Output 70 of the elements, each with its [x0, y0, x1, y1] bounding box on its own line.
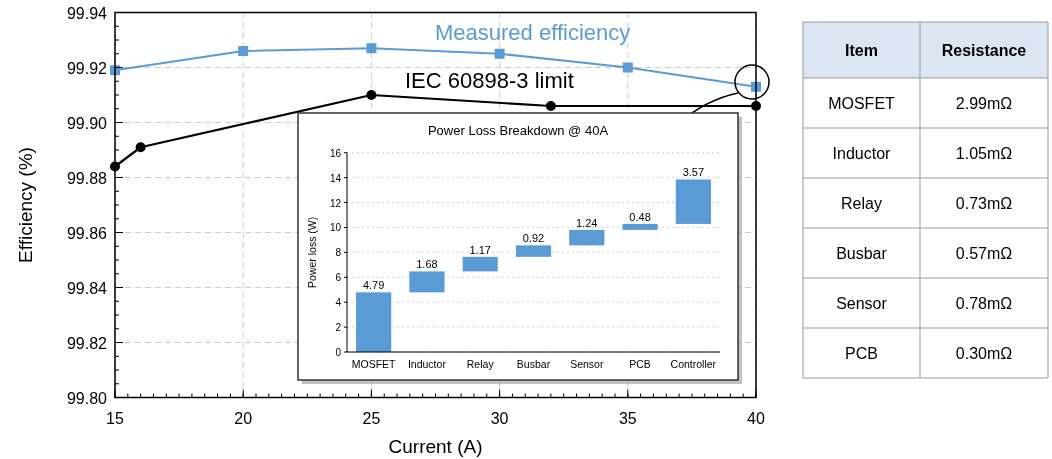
category-label: Sensor	[836, 295, 888, 312]
category-label: MOSFET	[828, 95, 896, 112]
y-tick-label: 10	[329, 222, 342, 234]
y-axis-title: Power loss (W)	[306, 216, 318, 288]
x-tick-label: 35	[618, 409, 637, 427]
point	[622, 62, 633, 73]
data-label: 1.17	[469, 243, 491, 256]
text: 0.78mΩ	[955, 295, 1013, 312]
bar	[569, 229, 605, 246]
x-tick-label: Relay	[466, 358, 495, 370]
bar	[622, 223, 658, 230]
point	[494, 48, 505, 59]
point	[545, 101, 556, 111]
series-label: IEC 60898-3 limit	[405, 68, 574, 93]
x-tick-label: Inductor	[407, 358, 447, 370]
y-tick-label: 6	[335, 272, 342, 284]
category-label: Relay	[841, 195, 882, 212]
point	[238, 46, 249, 56]
x-tick-label: 20	[234, 409, 253, 427]
y-tick-label: 4	[335, 297, 342, 309]
point	[135, 142, 146, 153]
y-tick-label: 14	[329, 172, 342, 184]
y-axis-title: Efficiency (%)	[15, 147, 36, 263]
data-label: 4.79	[362, 279, 385, 292]
x-axis-title: Current (A)	[388, 435, 483, 457]
bar	[515, 245, 552, 257]
x-tick-label: 15	[106, 409, 124, 427]
x-tick-label: PCB	[629, 358, 651, 370]
bar	[409, 271, 445, 293]
point	[366, 43, 377, 54]
x-tick-label: 30	[490, 409, 509, 427]
y-tick-label: 99.90	[66, 114, 108, 132]
y-tick-label: 16	[329, 147, 342, 159]
data-label: 1.24	[576, 216, 598, 229]
y-tick-label: 0	[335, 347, 342, 358]
text: 0.30mΩ	[955, 345, 1013, 362]
y-tick-label: 99.94	[66, 4, 108, 22]
text: Resistance	[941, 42, 1027, 59]
data-label: 0.48	[629, 210, 651, 223]
y-tick-label: 2	[335, 322, 342, 334]
chart-title: Power Loss Breakdown @ 40A	[427, 123, 609, 138]
series-label: Measured efficiency	[435, 20, 631, 45]
data-label: 0.92	[522, 232, 545, 245]
data-label: 1.68	[416, 258, 438, 271]
bar	[356, 292, 392, 352]
y-tick-label: 99.84	[66, 279, 108, 297]
y-tick-label: 99.86	[66, 224, 108, 242]
y-tick-label: 12	[329, 197, 342, 209]
x-tick-label: 40	[747, 409, 765, 427]
y-tick-label: 99.92	[66, 59, 108, 77]
category-label: Busbar	[836, 245, 888, 262]
text: 1.05mΩ	[955, 145, 1013, 162]
x-tick-label: MOSFET	[351, 358, 397, 370]
text: Item	[845, 42, 878, 59]
x-tick-label: Busbar	[516, 358, 551, 370]
y-tick-label: 99.82	[66, 334, 108, 352]
data-label: 3.57	[682, 166, 705, 179]
bar	[462, 256, 498, 272]
x-tick-label: 25	[362, 409, 381, 427]
bar	[675, 179, 711, 224]
y-tick-label: 8	[335, 247, 342, 259]
category-label: Inductor	[832, 145, 892, 162]
y-tick-label: 99.88	[66, 169, 108, 187]
x-tick-label: Controller	[670, 358, 717, 370]
x-tick-label: Sensor	[570, 358, 604, 370]
y-tick-label: 99.80	[66, 389, 108, 407]
point	[366, 90, 377, 100]
text: 0.57mΩ	[955, 245, 1013, 262]
text: 0.73mΩ	[955, 195, 1013, 212]
text: 2.99mΩ	[955, 95, 1013, 112]
